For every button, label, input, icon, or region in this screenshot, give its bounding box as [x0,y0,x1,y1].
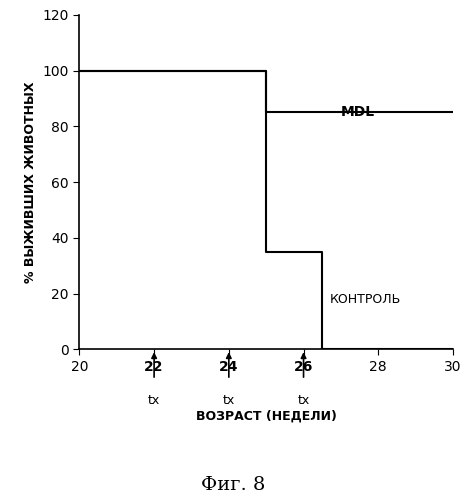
Text: ВОЗРАСТ (НЕДЕЛИ): ВОЗРАСТ (НЕДЕЛИ) [196,410,337,423]
Text: MDL: MDL [341,105,375,119]
Text: 24: 24 [219,360,239,374]
Text: tx: tx [297,394,310,407]
Text: tx: tx [223,394,235,407]
Text: 22: 22 [144,360,164,374]
Text: 26: 26 [294,360,313,374]
Y-axis label: % ВЫЖИВШИХ ЖИВОТНЫХ: % ВЫЖИВШИХ ЖИВОТНЫХ [24,81,37,283]
Text: Фиг. 8: Фиг. 8 [201,476,266,494]
Text: КОНТРОЛЬ: КОНТРОЛЬ [330,292,401,306]
Text: tx: tx [148,394,160,407]
